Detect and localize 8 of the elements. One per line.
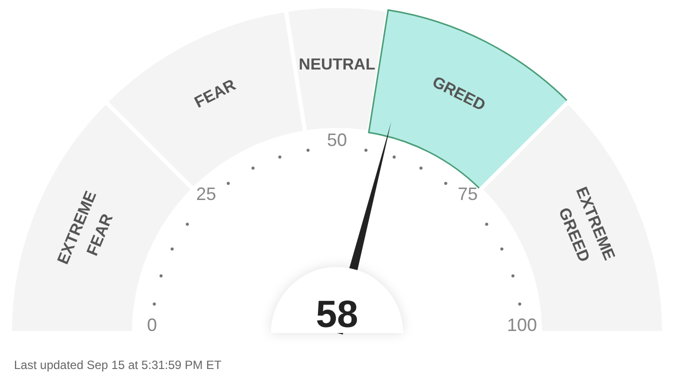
- text: 25: [196, 184, 216, 204]
- text: 75: [458, 184, 478, 204]
- text: 58: [316, 294, 358, 336]
- slice-label: NEUTRAL: [298, 56, 376, 74]
- text: Last updated Sep 15 at 5:31:59 PM ET: [14, 358, 222, 372]
- text: 0: [146, 315, 158, 335]
- text: 100: [506, 315, 538, 335]
- text: 50: [326, 130, 348, 150]
